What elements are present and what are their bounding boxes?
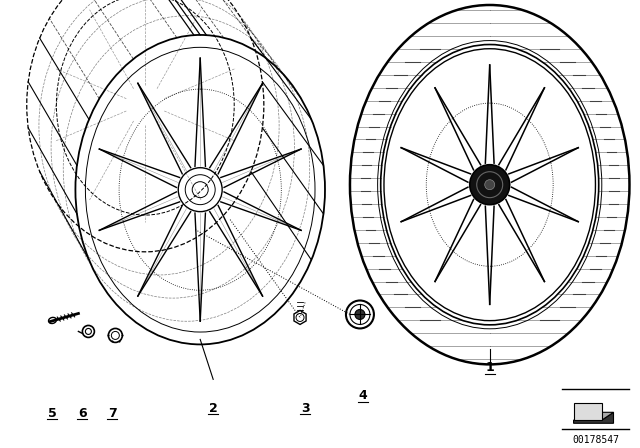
Polygon shape bbox=[573, 412, 614, 423]
Circle shape bbox=[470, 165, 509, 205]
Text: 1: 1 bbox=[485, 362, 494, 375]
Polygon shape bbox=[573, 403, 602, 420]
Text: 00178547: 00178547 bbox=[572, 435, 619, 445]
Text: 2: 2 bbox=[209, 402, 218, 415]
Text: 4: 4 bbox=[358, 389, 367, 402]
Polygon shape bbox=[573, 412, 614, 420]
Text: 5: 5 bbox=[48, 407, 57, 420]
Text: 3: 3 bbox=[301, 402, 309, 415]
Circle shape bbox=[484, 180, 495, 190]
Text: 7: 7 bbox=[108, 407, 116, 420]
Text: 6: 6 bbox=[78, 407, 86, 420]
Circle shape bbox=[355, 310, 365, 319]
